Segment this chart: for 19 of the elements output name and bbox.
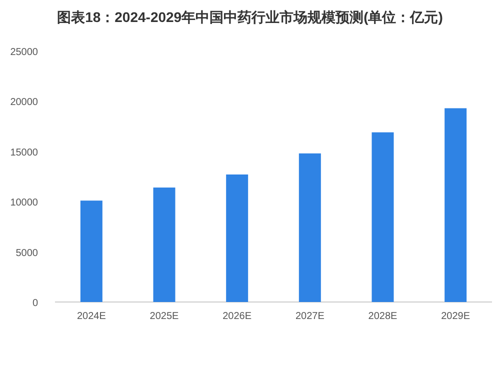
y-tick-label: 15000	[10, 147, 38, 158]
x-tick-label: 2029E	[441, 311, 470, 322]
y-tick-label: 25000	[10, 47, 38, 58]
y-tick-label: 10000	[10, 198, 38, 209]
bar	[153, 188, 176, 302]
chart-title: 图表18：2024-2029年中国中药行业市场规模预测(单位：亿元)	[57, 9, 443, 25]
bar	[80, 200, 102, 302]
x-tick-label: 2027E	[295, 311, 325, 322]
bar	[226, 174, 248, 302]
x-tick-label: 2028E	[368, 311, 398, 322]
x-tick-label: 2025E	[150, 311, 180, 322]
bar	[372, 132, 394, 302]
y-tick-label: 5000	[16, 248, 38, 259]
bar	[298, 153, 321, 302]
x-tick-label: 2026E	[222, 311, 252, 322]
x-tick-label: 2024E	[76, 311, 106, 322]
y-tick-label: 0	[32, 298, 38, 309]
bar	[444, 108, 467, 302]
y-tick-label: 20000	[10, 97, 38, 108]
